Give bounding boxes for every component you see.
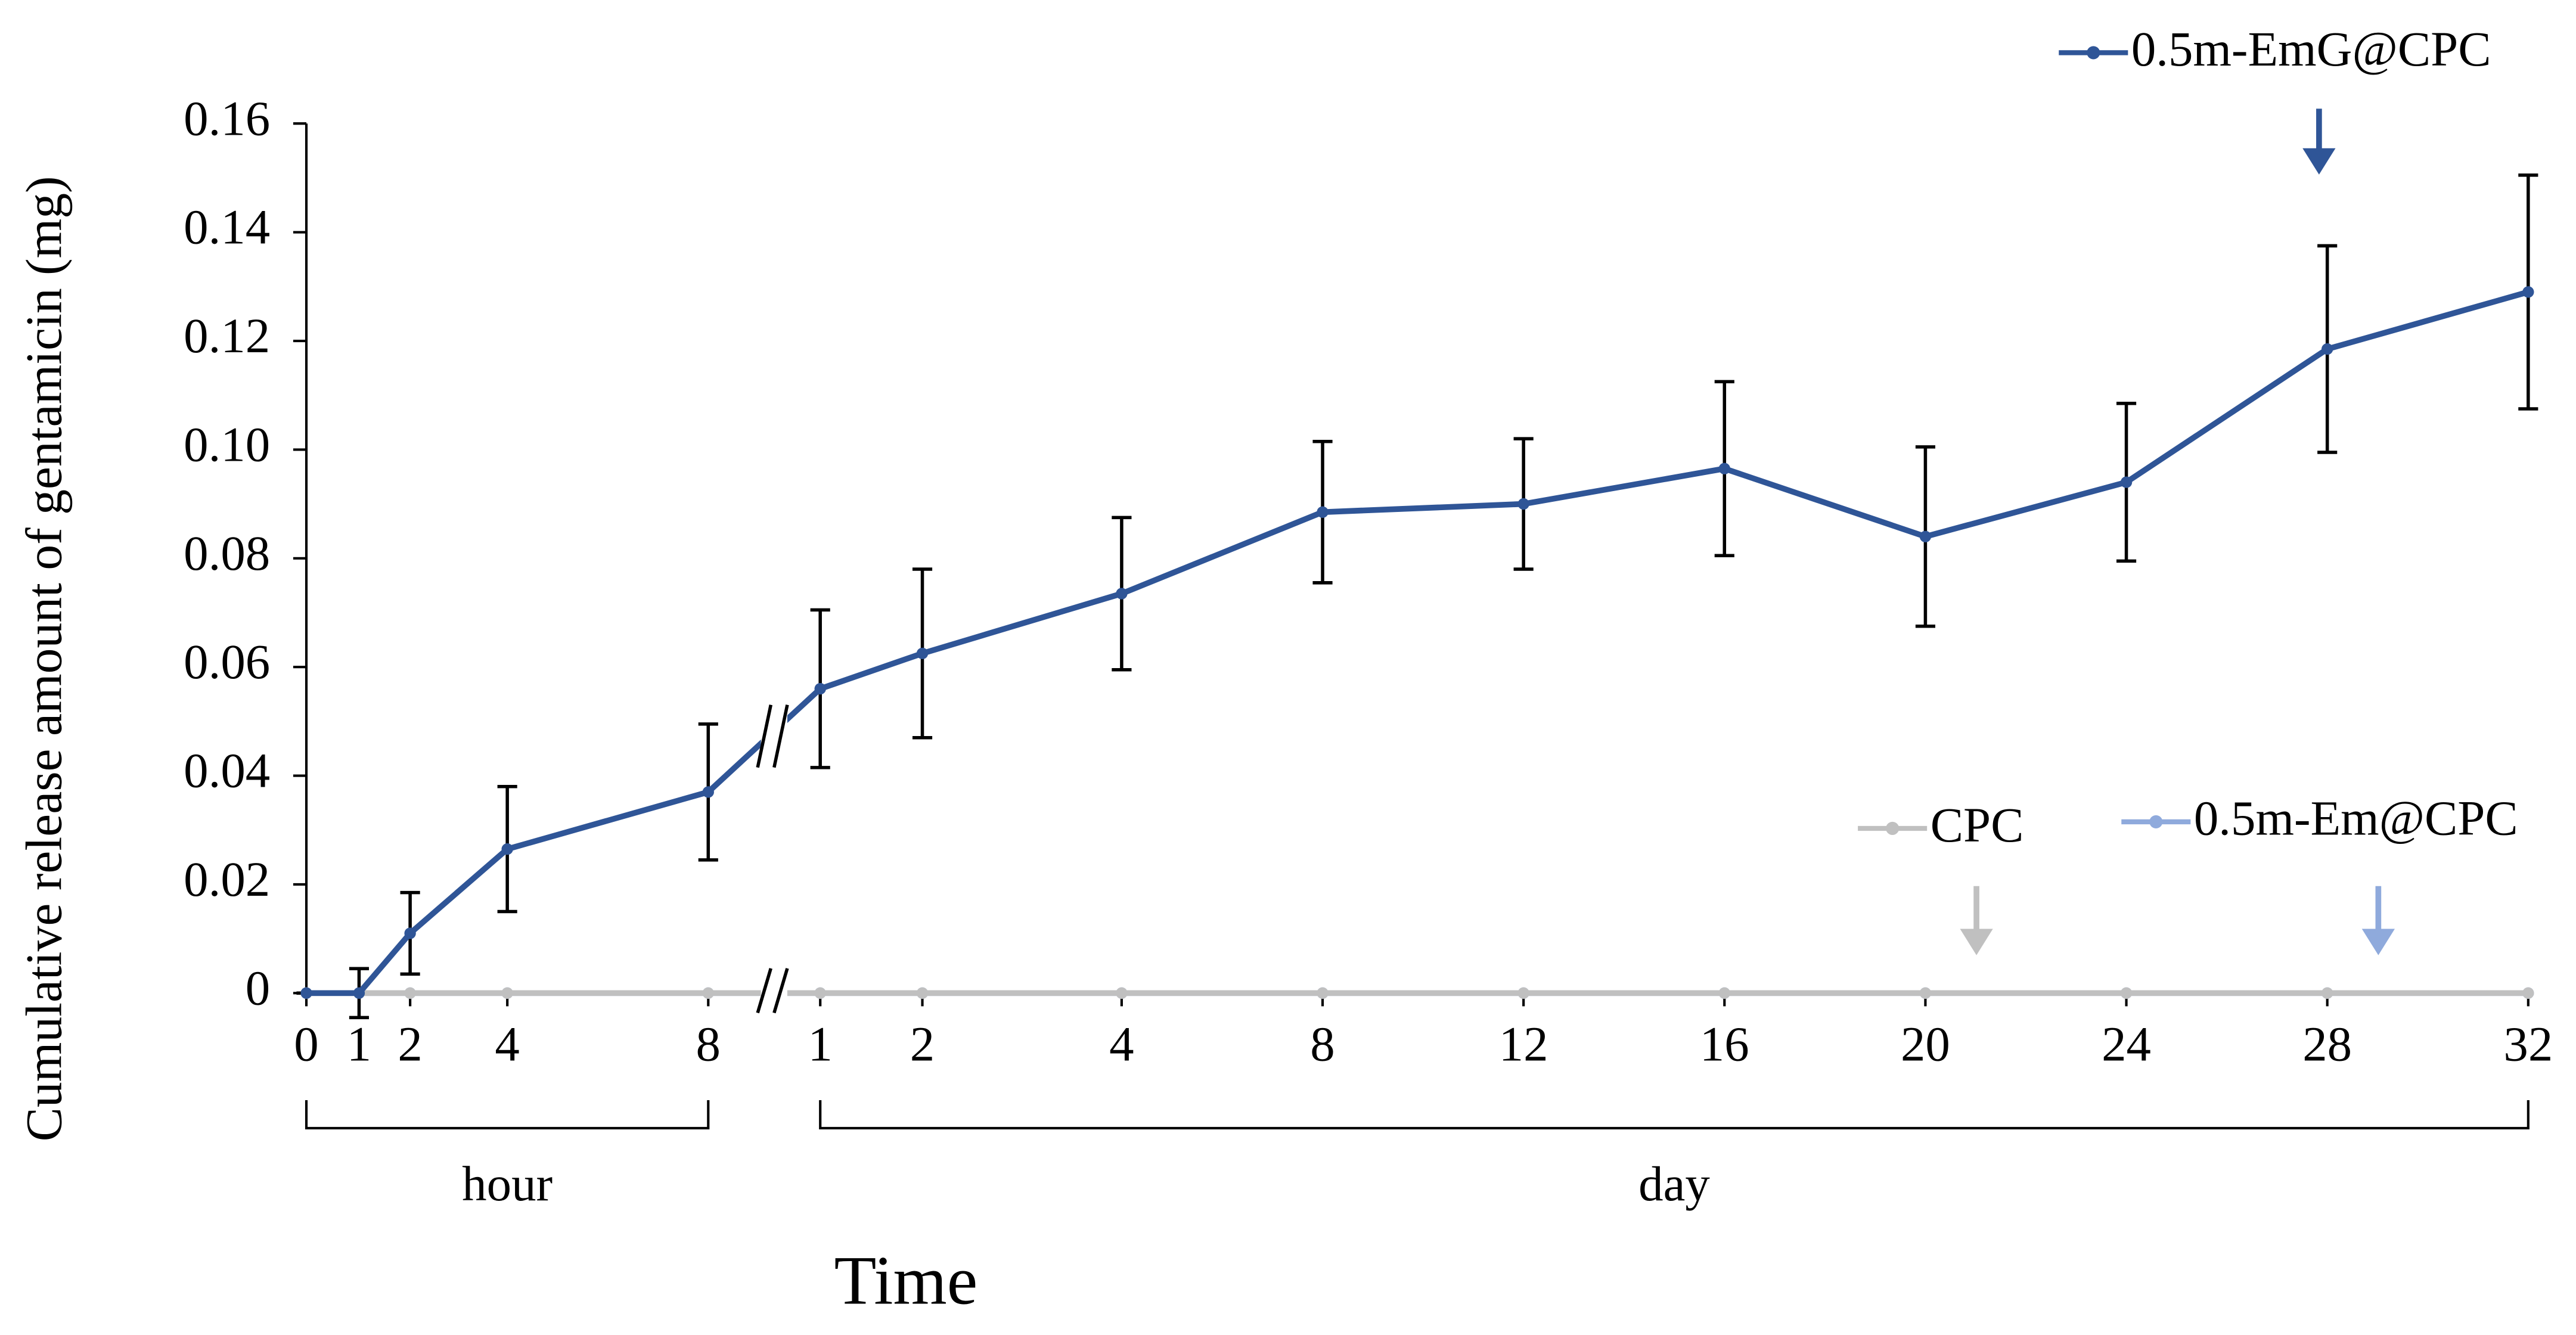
y-tick-label: 0.12 <box>184 308 270 363</box>
x-tick-label: 16 <box>1700 1016 1749 1071</box>
x-tick-label: 4 <box>1109 1016 1134 1071</box>
break-mark <box>756 704 773 768</box>
data-point <box>2120 987 2133 999</box>
y-tick-label: 0.16 <box>184 91 270 145</box>
y-tick-label: 0.08 <box>184 526 270 580</box>
x-tick-label: 2 <box>910 1016 935 1071</box>
break-mark <box>756 968 772 1014</box>
data-point <box>1116 588 1128 600</box>
x-tick-label: 12 <box>1499 1016 1548 1071</box>
break-mark <box>772 704 789 768</box>
x-axis-label: Time <box>834 1243 977 1320</box>
x-tick-label: 0 <box>294 1016 318 1071</box>
data-point <box>1718 987 1730 999</box>
group-bracket <box>819 1100 2530 1129</box>
y-axis-label: Cumulative release amount of gentamicin … <box>16 176 73 1141</box>
x-tick-label: 8 <box>1310 1016 1334 1071</box>
y-tick-label: 0.06 <box>184 634 270 689</box>
data-point <box>501 843 513 855</box>
data-point <box>2120 476 2133 488</box>
x-tick-label: 8 <box>696 1016 721 1071</box>
x-tick-label: 32 <box>2503 1016 2553 1071</box>
data-point <box>702 786 714 798</box>
data-point <box>1517 987 1529 999</box>
break-mark <box>772 968 789 1014</box>
data-point <box>702 987 714 999</box>
x-tick-label: 1 <box>808 1016 832 1071</box>
legend-marker <box>2149 815 2163 828</box>
data-point <box>1517 498 1529 510</box>
x-tick-label: 1 <box>347 1016 371 1071</box>
x-tick-label: 4 <box>495 1016 519 1071</box>
data-point <box>2522 987 2534 999</box>
data-point <box>404 927 416 939</box>
data-point <box>1718 462 1730 474</box>
legend-label: CPC <box>1931 797 2024 852</box>
arrow-head <box>1960 929 1993 955</box>
data-point <box>2321 343 2333 355</box>
data-point <box>501 987 513 999</box>
arrow-head <box>2302 148 2336 175</box>
x-tick-label: 24 <box>2102 1016 2151 1071</box>
data-point <box>916 647 929 660</box>
series-line <box>306 289 2530 996</box>
x-tick-label: 2 <box>398 1016 422 1071</box>
y-tick-label: 0.04 <box>184 743 270 798</box>
data-point <box>1317 987 1329 999</box>
data-point <box>1919 987 1932 999</box>
y-tick-label: 0.02 <box>184 852 270 906</box>
data-point <box>1919 530 1932 542</box>
data-point <box>814 682 826 695</box>
legend-label: 0.5m-Em@CPC <box>2194 791 2518 846</box>
y-tick-label: 0.10 <box>184 417 270 471</box>
data-point <box>814 987 826 999</box>
group-bracket <box>305 1100 710 1129</box>
legend-label: 0.5m-EmG@CPC <box>2131 21 2491 76</box>
legend-marker <box>1886 821 1900 836</box>
data-point <box>916 987 929 999</box>
x-tick-label: 20 <box>1901 1016 1950 1071</box>
group-label: hour <box>462 1156 553 1211</box>
group-label: day <box>1638 1156 1710 1211</box>
data-point <box>2522 286 2534 298</box>
legend-marker <box>2087 46 2100 60</box>
data-point <box>353 987 365 999</box>
x-tick-label: 28 <box>2302 1016 2352 1071</box>
y-tick-label: 0 <box>246 960 270 1015</box>
data-point <box>2321 987 2333 999</box>
arrow-head <box>2361 929 2395 955</box>
y-tick-label: 0.14 <box>184 200 270 254</box>
data-point <box>1116 987 1128 999</box>
data-point <box>300 987 312 999</box>
data-point <box>404 987 416 999</box>
data-point <box>1317 506 1329 518</box>
